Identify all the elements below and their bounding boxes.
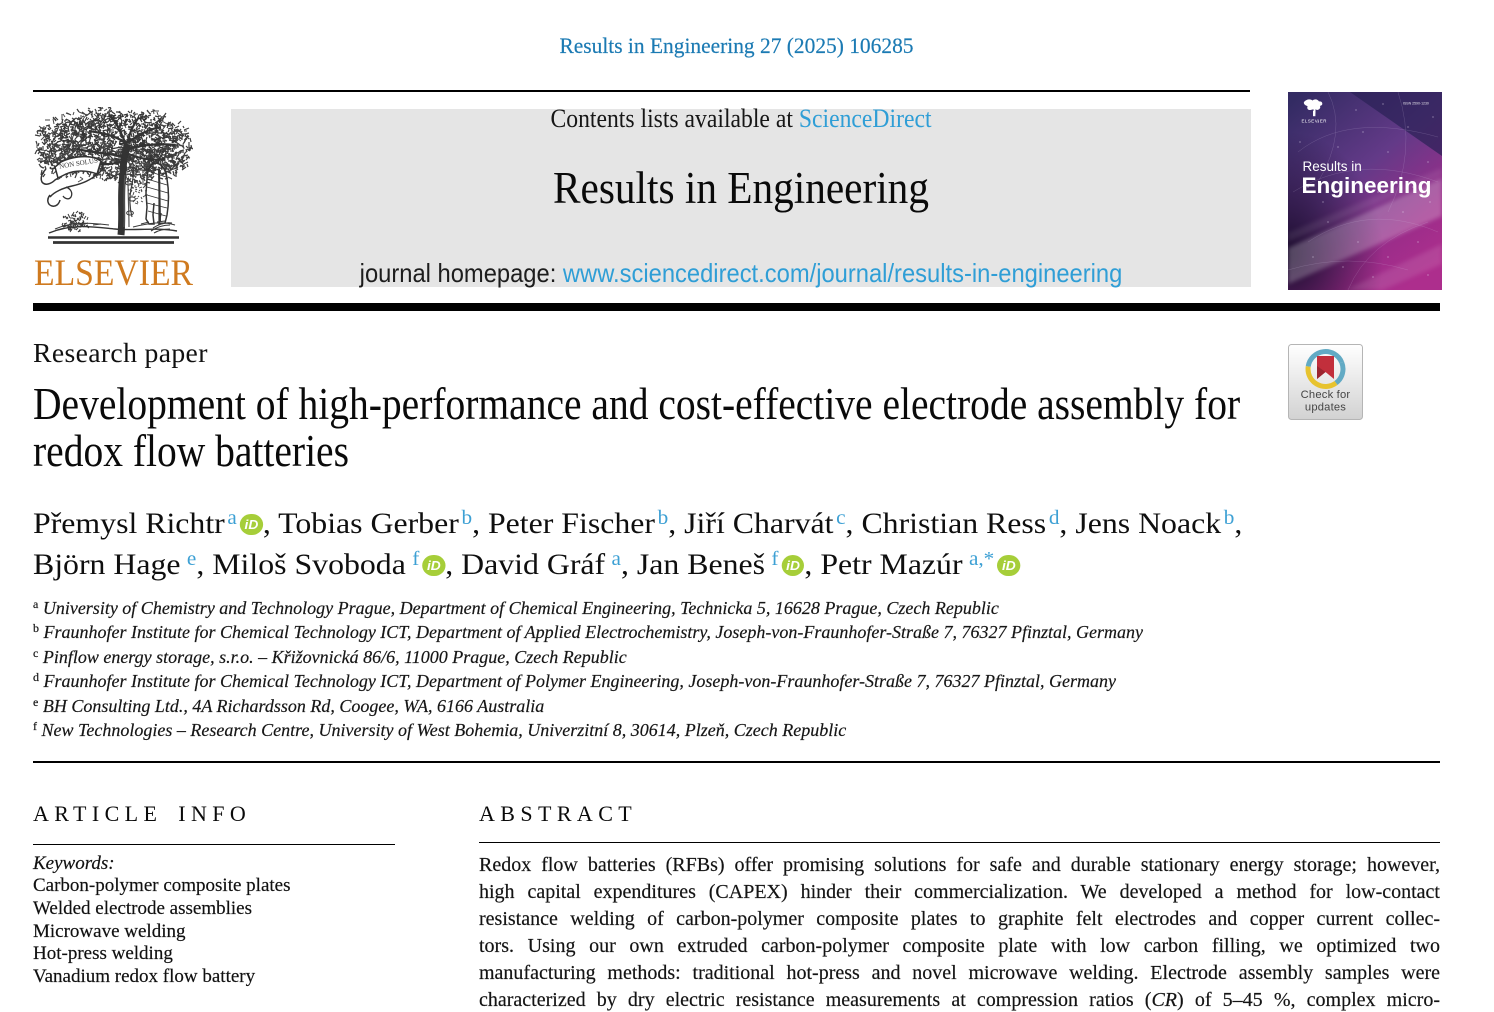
svg-text:Engineering: Engineering: [1302, 173, 1432, 198]
svg-text:Results in: Results in: [1303, 159, 1362, 174]
svg-text:ISSN 2590-1230: ISSN 2590-1230: [1403, 102, 1429, 106]
svg-text:ELSEVIER: ELSEVIER: [1302, 119, 1327, 124]
svg-text:updates: updates: [1305, 402, 1346, 414]
svg-text:Check for: Check for: [1301, 389, 1351, 401]
